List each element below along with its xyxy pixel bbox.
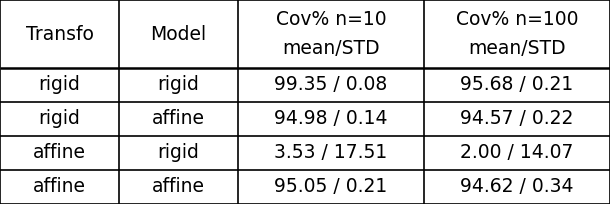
Text: 94.62 / 0.34: 94.62 / 0.34 (460, 177, 574, 196)
Text: Transfo: Transfo (26, 24, 93, 43)
Text: rigid: rigid (157, 75, 199, 94)
Text: 95.05 / 0.21: 95.05 / 0.21 (274, 177, 387, 196)
Text: rigid: rigid (38, 75, 81, 94)
Text: affine: affine (152, 177, 205, 196)
Text: 95.68 / 0.21: 95.68 / 0.21 (461, 75, 573, 94)
Text: 94.98 / 0.14: 94.98 / 0.14 (274, 110, 388, 129)
Text: affine: affine (152, 110, 205, 129)
Text: 3.53 / 17.51: 3.53 / 17.51 (274, 143, 387, 163)
Text: 99.35 / 0.08: 99.35 / 0.08 (274, 75, 387, 94)
Text: 2.00 / 14.07: 2.00 / 14.07 (461, 143, 573, 163)
Text: 94.57 / 0.22: 94.57 / 0.22 (461, 110, 573, 129)
Text: mean/STD: mean/STD (282, 39, 380, 58)
Text: affine: affine (33, 143, 86, 163)
Text: rigid: rigid (38, 110, 81, 129)
Text: rigid: rigid (157, 143, 199, 163)
Text: Cov% n=10: Cov% n=10 (276, 10, 386, 29)
Text: Model: Model (150, 24, 207, 43)
Text: affine: affine (33, 177, 86, 196)
Text: Cov% n=100: Cov% n=100 (456, 10, 578, 29)
Text: mean/STD: mean/STD (468, 39, 566, 58)
